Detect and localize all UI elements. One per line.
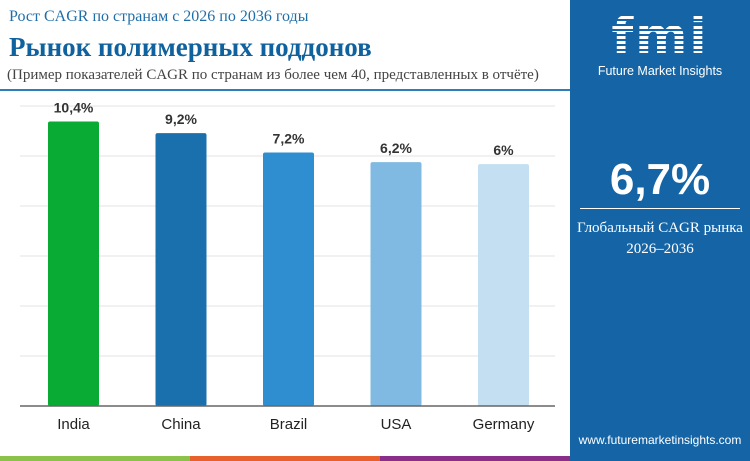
x-tick-label: USA <box>381 416 412 433</box>
footer-strip-green <box>0 456 190 461</box>
bar-brazil <box>263 152 314 406</box>
chart-subtitle: Рост CAGR по странам с 2026 по 2036 годы <box>9 8 309 25</box>
logo-mark: fmi <box>570 6 750 66</box>
bar-usa <box>370 162 422 406</box>
global-cagr-value: 6,7% <box>609 155 711 204</box>
chart-title: Рынок полимерных поддонов <box>9 32 372 62</box>
bar-china <box>155 133 207 406</box>
bar-germany <box>478 164 529 406</box>
data-label: 9,2% <box>165 111 197 127</box>
global-label: Глобальный CAGR рынка <box>577 220 743 236</box>
x-tick-label: Brazil <box>270 416 308 433</box>
chart-note: (Пример показателей CAGR по странам из б… <box>7 67 539 83</box>
website-link[interactable]: www.futuremarketinsights.com <box>578 433 742 447</box>
x-tick-label: India <box>57 416 90 433</box>
footer-strip-purple <box>380 456 570 461</box>
data-label: 6,2% <box>380 140 412 156</box>
data-label: 7,2% <box>273 130 305 146</box>
data-label: 6% <box>493 142 514 158</box>
side-panel: fmi Future Market Insights 6,7% Глобальн… <box>570 0 750 461</box>
footer-strip-orange <box>190 456 380 461</box>
period-label: 2026–2036 <box>626 241 694 257</box>
data-label: 10,4% <box>54 99 94 115</box>
header-divider <box>0 89 570 91</box>
fmi-logo: fmi Future Market Insights <box>570 6 750 78</box>
bar-india <box>48 121 99 406</box>
x-tick-label: China <box>161 416 201 433</box>
global-cagr-label: Глобальный CAGR рынка 2026–2036 <box>570 218 750 260</box>
panel-divider <box>580 208 740 209</box>
x-tick-label: Germany <box>473 416 535 433</box>
bar-chart: 10,4% India 9,2% China 7,2% Brazil 6,2% USA 6% Ge… <box>20 99 555 433</box>
brand-name: Future Market Insights <box>597 64 723 78</box>
